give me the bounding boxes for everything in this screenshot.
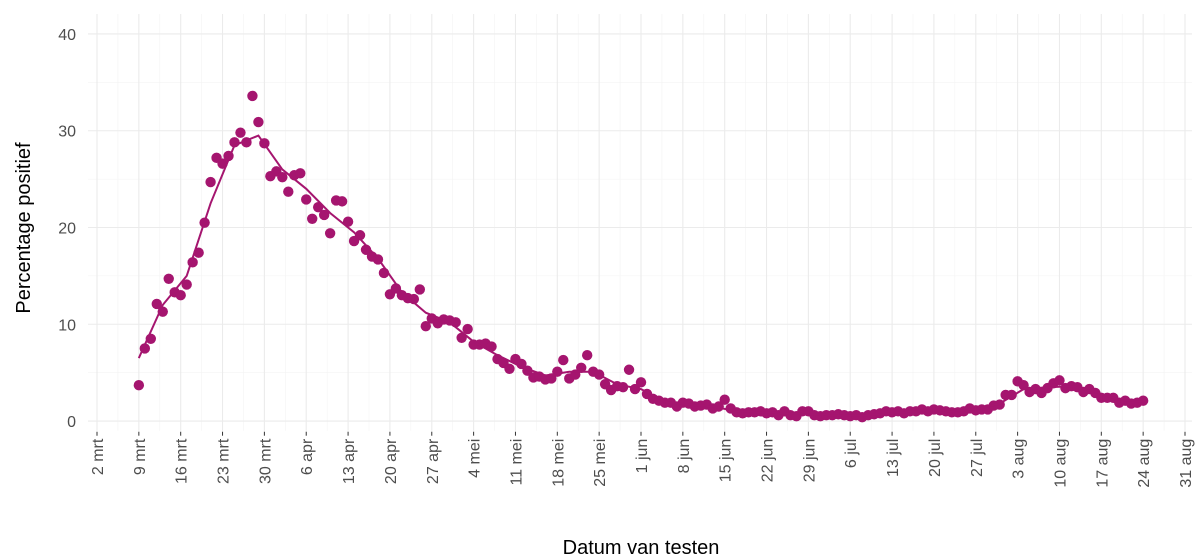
x-tick-label: 17 aug xyxy=(1094,439,1111,488)
x-axis-title: Datum van testen xyxy=(563,537,720,559)
data-point xyxy=(414,284,426,295)
data-point xyxy=(635,377,647,388)
x-tick-label: 13 jul xyxy=(885,439,902,477)
x-tick-label: 6 jul xyxy=(843,439,860,468)
data-point xyxy=(552,366,563,377)
data-point xyxy=(581,350,593,361)
x-tick-label: 31 aug xyxy=(1178,439,1195,488)
x-tick-label: 2 mrt xyxy=(90,438,107,475)
data-point xyxy=(277,171,288,183)
trend-line xyxy=(137,134,1144,417)
data-point xyxy=(462,323,473,335)
y-tick-label: 20 xyxy=(58,221,76,238)
x-tick-label: 27 apr xyxy=(425,438,442,484)
data-point xyxy=(295,168,306,179)
data-point xyxy=(247,90,258,102)
x-tick-label: 6 apr xyxy=(299,438,316,475)
data-point xyxy=(307,213,318,224)
data-point xyxy=(623,364,635,375)
data-point xyxy=(283,186,294,197)
x-tick-label: 30 mrt xyxy=(257,438,274,484)
data-point xyxy=(576,362,587,374)
x-tick-label: 13 apr xyxy=(341,438,358,484)
data-point xyxy=(175,290,186,301)
x-tick-label: 15 jun xyxy=(718,439,735,483)
x-tick-label: 22 jun xyxy=(760,439,777,483)
data-point xyxy=(318,209,330,221)
x-tick-label: 11 mei xyxy=(508,439,525,486)
x-tick-label: 25 mei xyxy=(592,439,609,487)
data-point xyxy=(408,293,420,305)
data-point xyxy=(301,194,312,205)
data-point xyxy=(486,341,497,352)
data-point xyxy=(235,127,246,138)
data-point xyxy=(1054,375,1065,386)
y-tick-label: 10 xyxy=(58,317,76,334)
x-tick-label: 20 jul xyxy=(927,439,944,477)
data-point xyxy=(504,363,515,374)
data-point xyxy=(719,394,730,405)
x-tick-label: 9 mrt xyxy=(132,438,149,475)
x-tick-label: 29 jun xyxy=(801,439,818,483)
data-point xyxy=(205,176,216,188)
data-point xyxy=(324,228,336,239)
y-axis-title: Percentage positief xyxy=(13,142,35,314)
y-tick-label: 0 xyxy=(67,414,76,431)
x-tick-label: 16 mrt xyxy=(174,438,191,484)
data-point xyxy=(133,380,145,391)
x-tick-label: 23 mrt xyxy=(216,438,233,484)
x-tick-label: 24 aug xyxy=(1136,439,1153,488)
y-tick-label: 30 xyxy=(58,124,76,141)
data-point xyxy=(181,279,192,290)
data-point xyxy=(558,354,569,366)
data-point xyxy=(354,230,366,241)
x-tick-label: 1 jun xyxy=(634,439,651,474)
x-tick-label: 10 aug xyxy=(1052,439,1069,488)
x-tick-label: 4 mei xyxy=(467,439,484,478)
x-tick-label: 18 mei xyxy=(550,439,567,487)
x-tick-label: 20 apr xyxy=(383,438,400,484)
data-point xyxy=(253,116,264,128)
data-point xyxy=(336,196,348,207)
data-point xyxy=(151,298,162,310)
x-tick-label: 8 jun xyxy=(676,439,693,474)
data-point xyxy=(1018,380,1029,391)
x-tick-label: 27 jul xyxy=(969,439,986,477)
data-point xyxy=(163,273,174,284)
data-point xyxy=(420,320,431,332)
y-tick-label: 40 xyxy=(58,27,76,44)
x-tick-label: 3 aug xyxy=(1011,439,1028,479)
